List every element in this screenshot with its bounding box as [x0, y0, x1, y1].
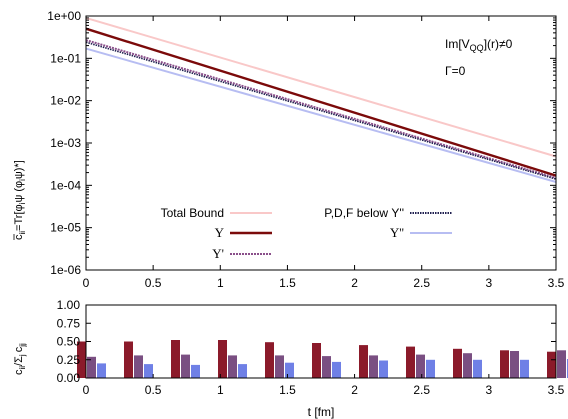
bar-2-9 — [520, 359, 529, 379]
bar-0-3 — [218, 340, 227, 378]
series-line-4 — [85, 47, 557, 183]
top-y-tick-label: 1e-05 — [50, 221, 81, 235]
legend-label-upsilon-prime: Υ' — [212, 246, 224, 261]
top-x-tick-label: 3.5 — [548, 276, 565, 290]
bar-1-9 — [510, 351, 519, 378]
top-x-tick-label: 2 — [351, 276, 358, 290]
bar-2-0 — [97, 363, 106, 378]
top-x-tick-label: 3 — [486, 276, 493, 290]
bottom-y-tick-label: 1.00 — [57, 298, 81, 312]
series-line-2 — [85, 39, 557, 179]
bottom-x-tick-label: 3 — [486, 383, 493, 397]
bottom-x-ticks: 0 0.5 1 1.5 2 2.5 3 3.5 — [83, 374, 565, 397]
bottom-x-tick-label: 1 — [217, 383, 224, 397]
bottom-y-tick-label: 0.50 — [57, 335, 81, 349]
bar-0-6 — [359, 345, 368, 378]
legend-label-pdf: P,D,F below Υ'' — [324, 206, 404, 220]
bar-1-8 — [463, 353, 472, 378]
bar-1-6 — [369, 355, 378, 378]
bottom-y-tick-label: 0.25 — [57, 353, 81, 367]
bottom-x-tick-label: 1.5 — [279, 383, 296, 397]
top-y-tick-label: 1e-03 — [50, 136, 81, 150]
top-x-ticks: 0 0.5 1 1.5 2 2.5 3 3.5 — [83, 16, 565, 290]
bar-1-4 — [275, 355, 284, 378]
top-y-tick-label: 1e+00 — [47, 9, 81, 23]
top-panel: 0 0.5 1 1.5 2 2.5 3 3.5 1e-061e-051e-041e-031e-… — [13, 9, 565, 290]
bar-2-6 — [379, 360, 388, 378]
bar-2-5 — [332, 361, 341, 378]
top-y-ticks: 1e-06 1e-05 1e-04 1e-03 1e-02 1e-01 1e+00 — [47, 9, 556, 277]
bar-0-7 — [406, 346, 415, 378]
bar-1-3 — [228, 355, 237, 378]
top-x-tick-label: 1 — [217, 276, 224, 290]
bar-1-5 — [322, 356, 331, 378]
top-y-axis-label: cii=Tr[φiψ (φiψ)*] — [13, 160, 27, 240]
top-y-tick-label: 1e-01 — [50, 51, 81, 65]
bottom-y-ticks: 0.00 0.25 0.50 0.75 1.00 — [57, 298, 556, 385]
bar-0-9 — [500, 350, 509, 378]
bottom-y-tick-label: 0.75 — [57, 316, 81, 330]
legend-label-upsilon-double-prime: Υ'' — [390, 225, 404, 240]
bottom-x-tick-label: 0 — [83, 383, 90, 397]
bar-0-8 — [453, 348, 462, 378]
top-x-tick-label: 0 — [83, 276, 90, 290]
series-line-3 — [85, 41, 557, 180]
bottom-panel: 0 0.5 1 1.5 2 2.5 3 3.5 0.00 0.25 0.50 0.75 1.00 ci… — [13, 298, 568, 419]
bar-0-10 — [547, 351, 556, 378]
bottom-y-axis-label: cii/Σjcjj — [13, 343, 27, 375]
bar-1-1 — [134, 355, 143, 378]
annotation-gamma: Γ=0 — [445, 64, 466, 78]
bottom-bars — [77, 340, 568, 379]
bar-2-3 — [238, 364, 247, 378]
series-line-0 — [85, 16, 557, 158]
top-x-tick-label: 2.5 — [413, 276, 430, 290]
annotation-im-v: Im[VQQ](r)≠0 — [445, 37, 513, 53]
bar-1-0 — [87, 356, 96, 378]
top-y-tick-label: 1e-06 — [50, 263, 81, 277]
top-plot-frame — [85, 15, 557, 271]
bar-1-7 — [416, 354, 425, 378]
top-x-tick-label: 0.5 — [145, 276, 162, 290]
series-line-1 — [85, 27, 557, 177]
bar-2-7 — [426, 359, 435, 379]
legend-label-upsilon: Υ — [215, 225, 225, 240]
bar-1-2 — [181, 354, 190, 378]
bottom-y-tick-label: 0.00 — [57, 371, 81, 385]
bar-2-8 — [473, 359, 482, 379]
bar-0-1 — [124, 341, 133, 378]
bottom-x-tick-label: 3.5 — [548, 383, 565, 397]
top-x-tick-label: 1.5 — [279, 276, 296, 290]
bar-0-4 — [265, 342, 274, 378]
bar-1-10 — [557, 350, 566, 378]
top-y-tick-label: 1e-04 — [50, 178, 81, 192]
bar-2-4 — [285, 362, 294, 378]
bar-0-5 — [312, 343, 321, 378]
top-lines — [85, 16, 557, 183]
x-axis-label: t [fm] — [308, 405, 335, 419]
legend: Total Bound Υ Υ' P,D,F below Υ'' Υ'' — [161, 206, 452, 261]
bar-0-0 — [77, 341, 86, 378]
top-y-tick-label: 1e-02 — [50, 94, 81, 108]
bottom-x-tick-label: 0.5 — [145, 383, 162, 397]
bar-0-2 — [171, 340, 180, 378]
bar-2-1 — [144, 364, 153, 378]
bottom-x-tick-label: 2.5 — [413, 383, 430, 397]
bottom-x-tick-label: 2 — [351, 383, 358, 397]
bar-2-2 — [191, 364, 200, 378]
legend-label-total-bound: Total Bound — [161, 206, 224, 220]
